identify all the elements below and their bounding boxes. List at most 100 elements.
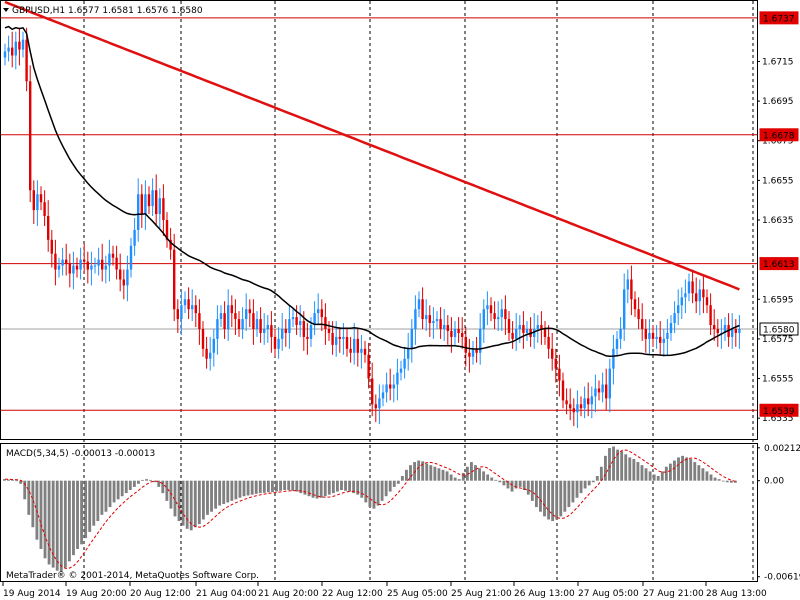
candle (504, 295, 507, 335)
candle (18, 27, 21, 66)
candle (266, 315, 269, 343)
candle (284, 319, 287, 347)
price-tick-label: 1.6655 (762, 176, 794, 186)
macd-histogram-bar (689, 458, 693, 481)
candle (281, 313, 284, 351)
candle (684, 279, 687, 314)
macd-histogram-bar (620, 451, 624, 481)
candle (579, 396, 583, 417)
time-tick-label: 21 Aug 20:00 (258, 589, 319, 599)
macd-histogram-bar (335, 480, 339, 492)
chart-menu-triangle-icon[interactable] (3, 8, 9, 12)
macd-histogram-bar (210, 480, 213, 512)
macd-histogram-bar (506, 480, 510, 489)
candle (569, 388, 572, 421)
candle (464, 327, 467, 367)
macd-histogram-bar (43, 480, 47, 559)
macd-histogram-bar (197, 480, 201, 525)
time-tick-label: 25 Aug 21:00 (451, 589, 512, 599)
candle (68, 253, 71, 288)
macd-histogram-bar (88, 480, 92, 532)
macd-histogram-bar (599, 466, 603, 481)
candle (255, 311, 259, 337)
macd-histogram-bar (137, 480, 140, 484)
candle (32, 180, 35, 224)
candle (425, 299, 428, 331)
macd-histogram-bar (291, 480, 295, 491)
price-tick-label: 1.6695 (762, 97, 794, 107)
symbol-header: GBPUSD,H1 1.6577 1.6581 1.6576 1.6580 (12, 6, 203, 16)
macd-histogram-bar (705, 471, 709, 481)
macd-histogram-bar (376, 480, 380, 506)
macd-histogram-bar (693, 462, 697, 481)
candle (597, 380, 601, 401)
macd-histogram-bar (425, 463, 429, 481)
time-tick-label: 19 Aug 20:00 (66, 589, 127, 599)
candle (241, 307, 244, 339)
candle (223, 301, 226, 339)
candle (601, 372, 604, 403)
candle (587, 382, 590, 417)
macd-histogram-bar (526, 480, 530, 495)
candle (349, 336, 352, 363)
macd-histogram-bar (193, 480, 197, 528)
candle (367, 342, 370, 389)
macd-histogram-bar (725, 480, 729, 483)
macd-histogram-bar (165, 480, 169, 501)
price-marker-label: 1.6737 (759, 11, 799, 25)
candle (691, 269, 694, 304)
candle (273, 329, 277, 357)
candle (97, 247, 100, 276)
macd-histogram-bar (315, 480, 319, 499)
candle (317, 293, 320, 326)
candle (75, 257, 79, 278)
macd-histogram-bar (112, 480, 116, 503)
time-tick-label: 26 Aug 13:00 (514, 589, 575, 599)
macd-histogram-bar (628, 457, 632, 481)
macd-histogram-bar (177, 480, 181, 522)
candle (176, 299, 179, 333)
macd-histogram-bar (303, 480, 307, 495)
macd-histogram-bar (465, 466, 469, 481)
candle (533, 313, 536, 349)
price-axis: 1.6715 1.6695 1.6675 1.6655 1.6635 1.6595 1.65… (757, 11, 799, 424)
macd-histogram-bar (3, 479, 6, 481)
macd-histogram-bar (668, 463, 672, 481)
candle (237, 311, 241, 337)
macd-histogram-bar (478, 468, 481, 481)
macd-histogram-bar (153, 480, 157, 483)
candle (140, 184, 143, 228)
macd-histogram-bar (262, 480, 266, 493)
candle (248, 299, 251, 328)
candle (299, 305, 302, 337)
candle (198, 299, 201, 345)
time-tick-label: 27 Aug 21:00 (643, 589, 704, 599)
moving-average-lines (4, 0, 740, 357)
macd-histogram-bar (522, 480, 526, 490)
candle (738, 315, 741, 349)
candle (392, 374, 395, 403)
candle (641, 303, 644, 341)
candle (47, 200, 50, 252)
time-tick-label: 22 Aug 12:00 (322, 589, 383, 599)
candle (615, 330, 619, 357)
macd-histogram-bar (498, 480, 502, 483)
macd-histogram-bar (437, 468, 441, 481)
candle (187, 287, 190, 320)
macd-histogram-bar (47, 480, 51, 565)
candle (374, 394, 377, 423)
macd-histogram-bar (656, 476, 660, 481)
candle (151, 178, 154, 217)
candle (428, 305, 431, 337)
macd-histogram-bar (319, 480, 323, 498)
candle (122, 269, 125, 300)
short-moving-average (4, 25, 740, 357)
candle (234, 299, 237, 335)
macd-histogram-bar (23, 480, 27, 500)
price-tick-label: 1.6635 (762, 216, 794, 226)
candle (360, 334, 363, 369)
candle (180, 291, 183, 335)
macd-histogram-bar (181, 480, 185, 526)
